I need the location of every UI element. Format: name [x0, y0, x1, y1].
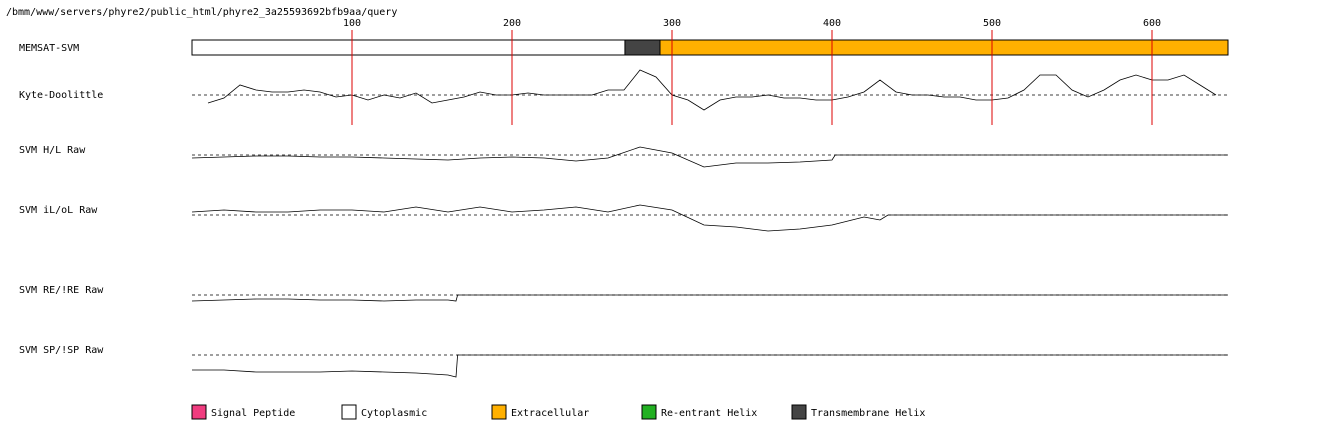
tick-label: 200 [503, 18, 521, 29]
tick-label: 500 [983, 18, 1001, 29]
bar-segment [191, 39, 626, 56]
track-label: MEMSAT-SVM [19, 43, 79, 54]
legend-label: Extracellular [511, 408, 589, 419]
trace [192, 354, 1228, 378]
legend-label: Transmembrane Helix [811, 408, 925, 419]
trace [191, 294, 1228, 302]
track-label: SVM SP/!SP Raw [19, 345, 104, 356]
tick-label: 300 [663, 18, 681, 29]
track-label: SVM H/L Raw [19, 145, 86, 156]
trace [191, 146, 1228, 168]
track-label: SVM RE/!RE Raw [19, 285, 104, 296]
legend-swatch [191, 404, 207, 420]
legend-label: Cytoplasmic [361, 408, 427, 419]
legend-swatch [491, 404, 507, 420]
bar-segment [624, 39, 661, 56]
track-label: SVM iL/oL Raw [19, 205, 98, 216]
legend-swatch [641, 404, 657, 420]
tick-label: 100 [343, 18, 361, 29]
legend-label: Signal Peptide [211, 408, 295, 419]
trace [191, 204, 1228, 232]
legend-label: Re-entrant Helix [661, 408, 757, 419]
track-label: Kyte-Doolittle [19, 90, 103, 101]
tick-label: 400 [823, 18, 841, 29]
file-path: /bmm/www/servers/phyre2/public_html/phyr… [6, 7, 397, 18]
legend-swatch [341, 404, 357, 420]
legend-swatch [791, 404, 807, 420]
tick-label: 600 [1143, 18, 1161, 29]
bar-segment [659, 39, 1229, 56]
trace [207, 69, 1217, 111]
